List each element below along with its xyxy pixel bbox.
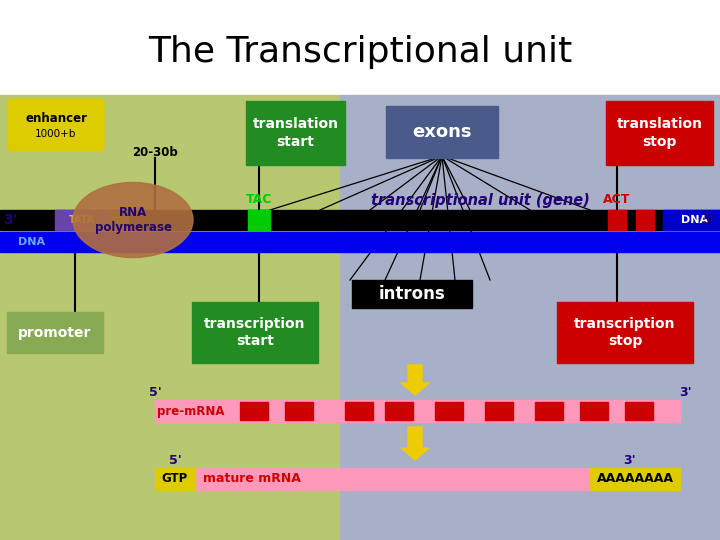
Text: 5': 5' <box>168 454 181 467</box>
Bar <box>248 210 270 230</box>
Text: transcription
stop: transcription stop <box>575 317 676 348</box>
Text: 3': 3' <box>624 454 636 467</box>
Bar <box>485 402 513 420</box>
Text: DNA: DNA <box>681 215 708 225</box>
Text: introns: introns <box>379 285 446 303</box>
FancyArrow shape <box>401 365 429 395</box>
Text: AAAAAAAA: AAAAAAAA <box>596 472 673 485</box>
Bar <box>285 402 313 420</box>
Bar <box>155 400 680 422</box>
Bar <box>340 95 720 540</box>
Text: 3': 3' <box>3 213 17 227</box>
FancyBboxPatch shape <box>8 99 104 151</box>
Bar <box>155 468 195 490</box>
Text: mature mRNA: mature mRNA <box>203 472 301 485</box>
Text: The Transcriptional unit: The Transcriptional unit <box>148 35 572 69</box>
Bar <box>155 468 680 490</box>
Text: enhancer: enhancer <box>25 112 87 125</box>
FancyBboxPatch shape <box>246 101 345 165</box>
Text: translation
start: translation start <box>253 117 338 148</box>
FancyBboxPatch shape <box>386 106 498 158</box>
Text: GTP: GTP <box>162 472 188 485</box>
Text: transcriptional unit (gene): transcriptional unit (gene) <box>371 192 590 207</box>
Text: 1000+b: 1000+b <box>35 129 77 139</box>
Text: promoter: promoter <box>18 326 91 340</box>
Text: 3': 3' <box>679 386 691 399</box>
Bar <box>385 402 413 420</box>
FancyBboxPatch shape <box>606 101 713 165</box>
Bar <box>240 402 268 420</box>
Text: pre-mRNA: pre-mRNA <box>157 404 225 417</box>
Text: TATA: TATA <box>69 215 95 225</box>
FancyBboxPatch shape <box>192 302 318 363</box>
Text: RNA
polymerase: RNA polymerase <box>94 206 171 234</box>
Bar <box>0 232 720 252</box>
Text: exons: exons <box>413 123 472 141</box>
Text: TAC: TAC <box>246 193 272 206</box>
Ellipse shape <box>73 183 193 258</box>
FancyArrow shape <box>401 427 429 460</box>
Bar <box>352 280 472 308</box>
Bar <box>625 402 653 420</box>
Bar <box>110 210 128 230</box>
Bar <box>636 210 654 230</box>
Text: DNA: DNA <box>18 237 45 247</box>
Bar <box>590 468 680 490</box>
Text: ACT: ACT <box>603 193 631 206</box>
Bar <box>535 402 563 420</box>
Bar <box>55 210 110 230</box>
FancyBboxPatch shape <box>557 302 693 363</box>
Text: 20-30b: 20-30b <box>132 145 178 159</box>
Bar <box>0 210 720 230</box>
Text: transcription
start: transcription start <box>204 317 306 348</box>
Bar <box>0 0 720 95</box>
Text: translation
stop: translation stop <box>616 117 703 148</box>
FancyBboxPatch shape <box>7 312 103 353</box>
Bar <box>0 95 340 540</box>
Text: 5': 5' <box>703 213 717 227</box>
Bar <box>345 402 373 420</box>
Text: 5': 5' <box>148 386 161 399</box>
Bar <box>608 210 626 230</box>
Bar <box>580 402 608 420</box>
Bar <box>663 210 720 230</box>
Bar <box>435 402 463 420</box>
